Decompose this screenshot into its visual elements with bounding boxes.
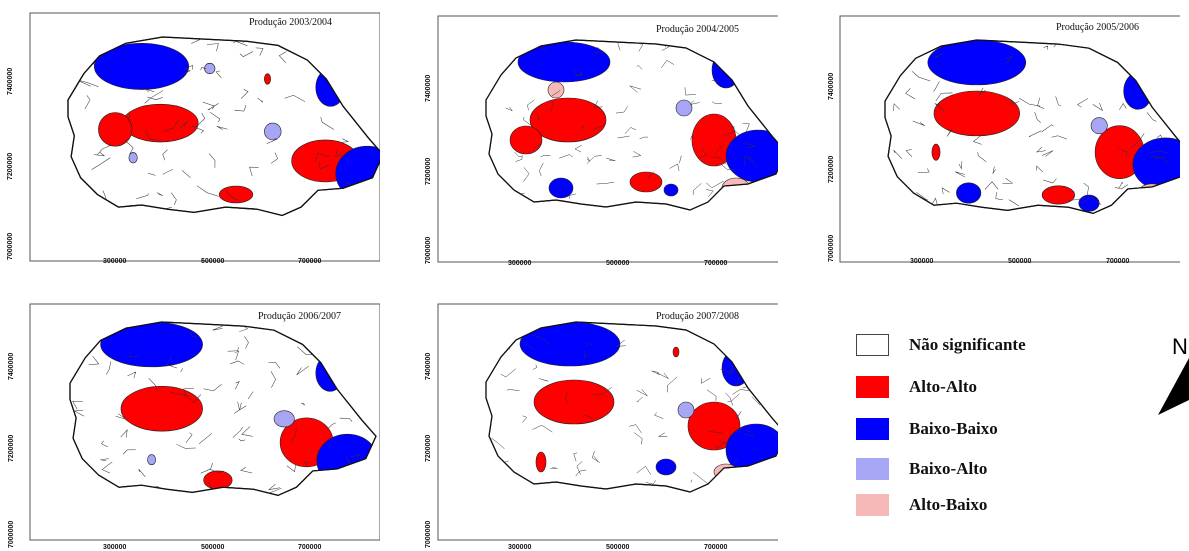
cluster-region-lh xyxy=(128,152,138,164)
cluster-region-ll xyxy=(519,322,621,367)
map-2007-2008 xyxy=(437,303,778,541)
x-tick-label: 500000 xyxy=(1008,258,1032,265)
cluster-region-hh xyxy=(529,97,607,143)
y-tick-label: 7000000 xyxy=(425,236,432,264)
x-tick-label: 300000 xyxy=(103,544,127,551)
x-tick-label: 500000 xyxy=(606,260,630,267)
legend-label: Alto-Alto xyxy=(909,377,977,396)
cluster-region-hh xyxy=(264,73,271,85)
cluster-region-hh xyxy=(1041,185,1076,205)
legend-swatch xyxy=(856,334,889,356)
cluster-region-hh xyxy=(629,171,663,193)
legend-swatch xyxy=(856,458,889,480)
x-tick-label: 300000 xyxy=(508,260,532,267)
y-tick-label: 7200000 xyxy=(7,152,14,180)
x-tick-label: 300000 xyxy=(508,544,532,551)
cluster-region-hh xyxy=(535,451,547,473)
map-2006-2007 xyxy=(29,303,380,541)
x-tick-label: 700000 xyxy=(704,260,728,267)
map-2003-2004 xyxy=(29,12,380,262)
map-title: Produção 2003/2004 xyxy=(249,17,333,28)
map-title: Produção 2004/2005 xyxy=(656,24,740,35)
x-tick-label: 500000 xyxy=(201,544,225,551)
legend-label: Alto-Baixo xyxy=(909,495,988,514)
cluster-region-lh xyxy=(264,122,282,141)
cluster-region-lh xyxy=(273,410,295,428)
y-tick-label: 7000000 xyxy=(425,520,432,548)
cluster-region-hh xyxy=(98,112,133,147)
cluster-region-ll xyxy=(663,183,679,197)
legend-swatch xyxy=(856,376,889,398)
cluster-region-hl xyxy=(547,81,565,99)
y-tick-label: 7400000 xyxy=(8,352,15,380)
y-tick-label: 7200000 xyxy=(828,155,835,183)
cluster-region-hh xyxy=(533,379,615,425)
x-tick-label: 700000 xyxy=(298,258,322,265)
y-tick-label: 7200000 xyxy=(8,434,15,462)
cluster-region-ll xyxy=(100,322,203,368)
north-arrow-icon xyxy=(1158,358,1189,415)
x-tick-label: 300000 xyxy=(103,258,127,265)
cluster-region-hh xyxy=(933,90,1020,137)
cluster-region-hh xyxy=(120,385,203,432)
x-tick-label: 700000 xyxy=(298,544,322,551)
y-tick-label: 7400000 xyxy=(425,74,432,102)
cluster-region-lh xyxy=(204,62,216,75)
x-tick-label: 500000 xyxy=(201,258,225,265)
legend-item-alto-alto: Alto-Alto xyxy=(856,376,1116,398)
cluster-region-ll xyxy=(93,42,190,90)
map-2005-2006 xyxy=(839,15,1180,263)
cluster-region-hh xyxy=(509,125,543,155)
y-tick-label: 7400000 xyxy=(828,72,835,100)
y-tick-label: 7000000 xyxy=(7,232,14,260)
cluster-region-lh xyxy=(675,99,693,117)
legend-label: Baixo-Alto xyxy=(909,459,988,478)
map-title: Produção 2007/2008 xyxy=(656,311,740,322)
cluster-region-hh xyxy=(122,103,199,143)
cluster-region-ll xyxy=(956,182,982,204)
cluster-region-ll xyxy=(927,40,1027,86)
legend-item-nao-significante: Não significante xyxy=(856,334,1116,356)
map-title: Produção 2005/2006 xyxy=(1056,22,1140,33)
cluster-region-hh xyxy=(931,143,941,161)
legend-label: Não significante xyxy=(909,335,1026,354)
y-tick-label: 7400000 xyxy=(7,67,14,95)
legend-label: Baixo-Baixo xyxy=(909,419,998,438)
x-tick-label: 300000 xyxy=(910,258,934,265)
y-tick-label: 7400000 xyxy=(425,352,432,380)
y-tick-label: 7000000 xyxy=(8,520,15,548)
x-tick-label: 700000 xyxy=(704,544,728,551)
x-tick-label: 700000 xyxy=(1106,258,1130,265)
legend-swatch xyxy=(856,418,889,440)
map-2004-2005 xyxy=(437,15,778,263)
cluster-region-lh xyxy=(677,401,695,419)
cluster-region-hh xyxy=(672,346,680,358)
x-tick-label: 500000 xyxy=(606,544,630,551)
legend-item-alto-baixo: Alto-Baixo xyxy=(856,494,1116,516)
legend-item-baixo-alto: Baixo-Alto xyxy=(856,458,1116,480)
cluster-region-lh xyxy=(1090,117,1108,135)
cluster-region-hh xyxy=(203,470,233,490)
y-tick-label: 7200000 xyxy=(425,157,432,185)
cluster-region-ll xyxy=(548,177,574,199)
y-tick-label: 7200000 xyxy=(425,434,432,462)
cluster-region-hh xyxy=(687,401,741,451)
cluster-region-lh xyxy=(147,454,156,466)
cluster-region-ll xyxy=(655,458,677,476)
legend-item-baixo-baixo: Baixo-Baixo xyxy=(856,418,1116,440)
y-tick-label: 7000000 xyxy=(828,234,835,262)
cluster-region-hh xyxy=(218,185,254,204)
north-letter: N xyxy=(1172,334,1188,359)
legend-swatch xyxy=(856,494,889,516)
map-title: Produção 2006/2007 xyxy=(258,311,342,322)
